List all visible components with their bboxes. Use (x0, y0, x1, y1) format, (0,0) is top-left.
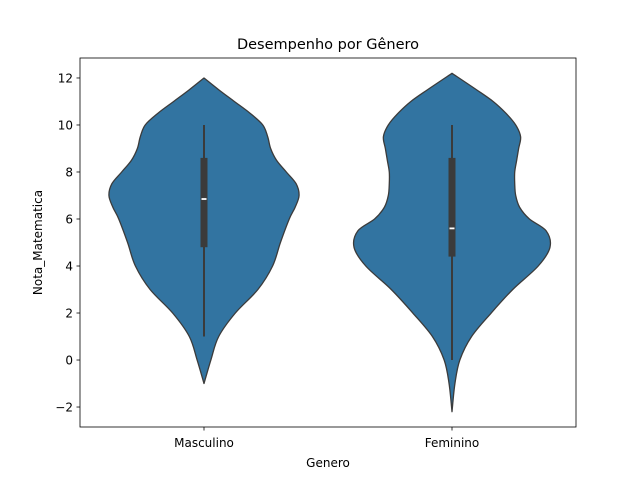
y-tick-label: 4 (65, 259, 73, 273)
violin-feminino (352, 72, 552, 413)
y-tick-label: −2 (55, 400, 73, 414)
violin-masculino (108, 77, 300, 385)
axes-frame (79, 57, 577, 428)
y-tick-label: 8 (65, 165, 73, 179)
y-tick-label: 6 (65, 212, 73, 226)
y-tick-label: 12 (58, 71, 73, 85)
plot-area (79, 57, 577, 428)
chart-title: Desempenho por Gênero (237, 37, 419, 53)
violins-layer (108, 72, 552, 413)
y-axis: −2 0 2 4 6 8 10 12 (55, 71, 80, 414)
y-tick-label: 0 (65, 353, 73, 367)
iqr-box-feminino (448, 157, 456, 257)
y-tick-label: 2 (65, 306, 73, 320)
x-axis: Masculino Feminino (174, 427, 479, 450)
y-tick-label: 10 (58, 118, 73, 132)
x-tick-label-feminino: Feminino (425, 436, 480, 450)
y-axis-title: Nota_Matematica (31, 190, 45, 295)
x-tick-label-masculino: Masculino (174, 436, 234, 450)
iqr-box-masculino (200, 157, 208, 248)
x-axis-title: Genero (306, 456, 350, 470)
